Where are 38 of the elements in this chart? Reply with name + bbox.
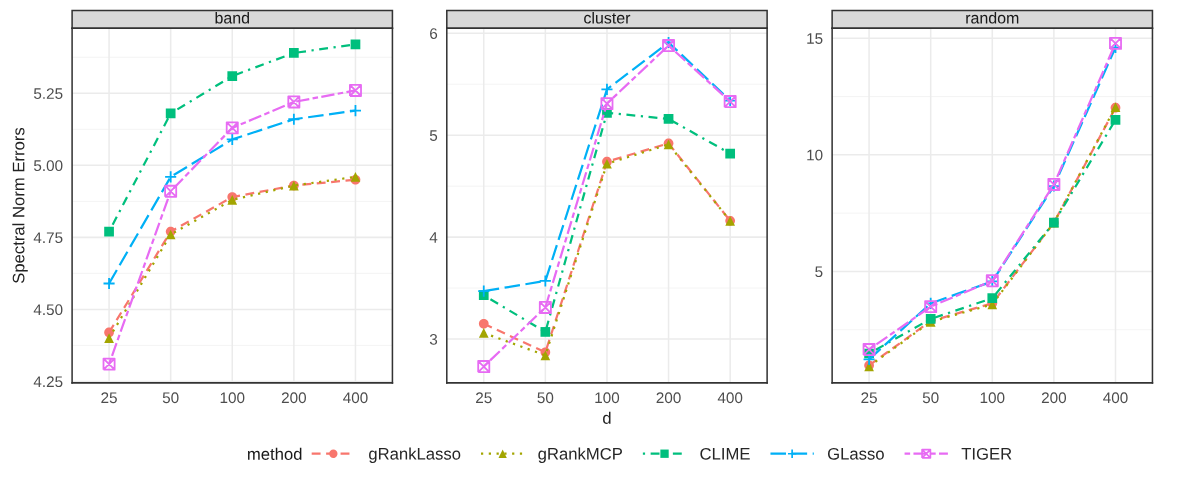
x-tick-label: 25 (476, 392, 492, 404)
y-tick-label: 5.25 (33, 88, 63, 99)
y-tick-label: 5 (429, 130, 438, 141)
y-tick-label: 4 (429, 232, 438, 243)
y-tick-label: 4.50 (33, 304, 63, 316)
x-tick-label: 200 (656, 392, 681, 404)
legend-label: gRankMCP (538, 447, 622, 463)
x-tick-label: 50 (537, 392, 554, 404)
chart-title: random (966, 11, 1019, 24)
y-tick-label: 5 (815, 266, 823, 278)
x-tick-label: 400 (343, 392, 368, 404)
y-tick-label: 3 (429, 333, 438, 345)
x-tick-label: 400 (717, 392, 743, 404)
x-axis-title: d (603, 411, 611, 424)
x-tick-label: 100 (980, 392, 1005, 404)
x-tick-label: 25 (861, 392, 877, 404)
x-tick-label: 100 (595, 392, 620, 404)
x-tick-label: 25 (101, 392, 117, 404)
legend-label: GLasso (827, 447, 884, 460)
y-tick-label: 15 (807, 33, 823, 44)
y-tick-label: 4.25 (33, 376, 63, 388)
chart-title: band (215, 11, 249, 24)
y-tick-label: 6 (430, 28, 438, 39)
x-tick-label: 200 (281, 392, 307, 404)
x-tick-label: 400 (1103, 392, 1128, 404)
legend-title: method (247, 447, 302, 460)
y-axis-title: Spectral Norm Errors (12, 127, 28, 284)
y-tick-label: 5.00 (33, 160, 63, 172)
y-tick-label: 4.75 (33, 232, 63, 244)
legend-label: CLIME (700, 447, 750, 460)
y-tick-label: 10 (807, 149, 823, 161)
x-tick-label: 50 (922, 392, 939, 404)
x-tick-label: 200 (1041, 392, 1067, 404)
chart-title: cluster (584, 11, 631, 24)
legend-label: gRankLasso (369, 447, 461, 463)
legend-label: TIGER (961, 447, 1012, 460)
x-tick-label: 50 (162, 392, 179, 404)
x-tick-label: 100 (220, 392, 245, 404)
